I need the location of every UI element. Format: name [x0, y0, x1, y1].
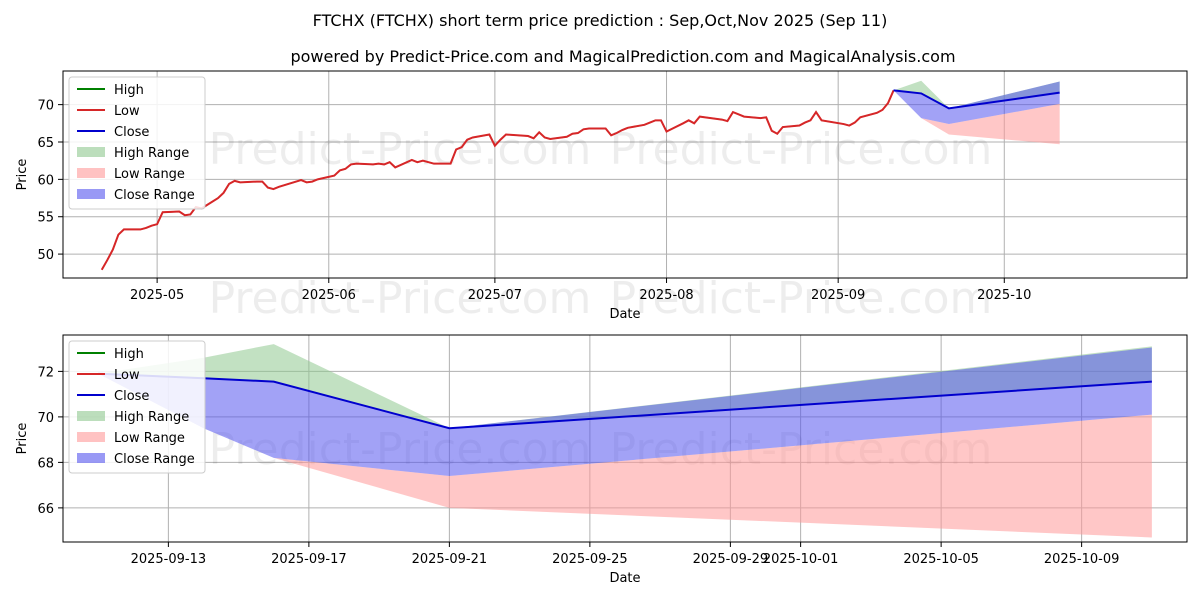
legend-low-label: Low — [114, 368, 140, 383]
x-tick-label: 2025-09-13 — [131, 552, 207, 567]
x-tick-label: 2025-08 — [639, 288, 693, 303]
chart-title: FTCHX (FTCHX) short term price predictio… — [313, 11, 888, 30]
legend-high-range-label: High Range — [114, 146, 189, 161]
legend: High Low Close High Range Low Range Close Ran… — [68, 76, 206, 210]
plot-frame — [62, 334, 1188, 543]
low-range-band — [98, 373, 1152, 538]
legend-close-label: Close — [114, 389, 149, 404]
y-tick-label: 50 — [37, 248, 54, 263]
x-tick-label: 2025-07 — [468, 288, 522, 303]
x-tick-label: 2025-06 — [302, 288, 356, 303]
watermark-text: Predict-Price.com — [610, 124, 993, 175]
x-axis-label: Date — [609, 307, 640, 322]
legend-low-range-label: Low Range — [114, 431, 185, 446]
y-tick-label: 60 — [37, 173, 54, 188]
plot-area — [100, 80, 1060, 271]
close-range-band — [893, 81, 1060, 125]
legend-low-range-swatch — [77, 168, 105, 178]
bottom-panel-forecast-zoom: Predict-Price.comPredict-Price.com2025-0… — [15, 334, 1188, 586]
y-axis-label: Price — [15, 159, 30, 191]
x-tick-label: 2025-10-09 — [1044, 552, 1120, 567]
legend-close-label: Close — [114, 125, 149, 140]
y-tick-label: 70 — [37, 411, 54, 426]
legend-high-range-swatch — [77, 411, 105, 421]
legend-close-range-label: Close Range — [114, 452, 195, 467]
legend-low-label: Low — [114, 104, 140, 119]
legend-close-range-label: Close Range — [114, 188, 195, 203]
legend-high-range-swatch — [77, 147, 105, 157]
y-tick-label: 66 — [37, 502, 54, 517]
legend-close-range-swatch — [77, 453, 105, 463]
x-tick-label: 2025-09 — [811, 288, 865, 303]
x-tick-label: 2025-09-25 — [552, 552, 628, 567]
x-tick-label: 2025-10-01 — [763, 552, 839, 567]
chart-subtitle: powered by Predict-Price.com and Magical… — [290, 47, 955, 66]
x-tick-label: 2025-05 — [130, 288, 184, 303]
x-tick-label: 2025-10-05 — [903, 552, 979, 567]
x-tick-label: 2025-09-29 — [693, 552, 769, 567]
close-forecast-line — [893, 89, 1060, 110]
y-tick-label: 72 — [37, 365, 54, 380]
y-tick-label: 65 — [37, 136, 54, 151]
close-range-band — [98, 347, 1152, 477]
legend: High Low Close High Range Low Range Close Ran… — [68, 340, 206, 474]
y-tick-label: 68 — [37, 456, 54, 471]
legend-close-range-swatch — [77, 189, 105, 199]
legend-high-label: High — [114, 347, 144, 362]
y-tick-label: 70 — [37, 99, 54, 114]
y-axis-label: Price — [15, 423, 30, 455]
watermark-text: Predict-Price.com — [610, 273, 993, 324]
low-range-band — [893, 90, 1060, 145]
legend-low-range-swatch — [77, 432, 105, 442]
plot-frame — [62, 70, 1188, 279]
legend-high-range-label: High Range — [114, 410, 189, 425]
watermark-text: Predict-Price.com — [209, 124, 592, 175]
low-price-line-core — [101, 90, 895, 271]
x-tick-label: 2025-09-21 — [412, 552, 488, 567]
watermark-text: Predict-Price.com — [209, 273, 592, 324]
x-axis-label: Date — [609, 571, 640, 586]
top-panel-full-history: Predict-Price.com Predict-Price.com Predic… — [15, 70, 1188, 324]
x-tick-label: 2025-09-17 — [271, 552, 347, 567]
y-tick-label: 55 — [37, 211, 54, 226]
legend-high-label: High — [114, 83, 144, 98]
x-tick-label: 2025-10 — [977, 288, 1031, 303]
legend-low-range-label: Low Range — [114, 167, 185, 182]
